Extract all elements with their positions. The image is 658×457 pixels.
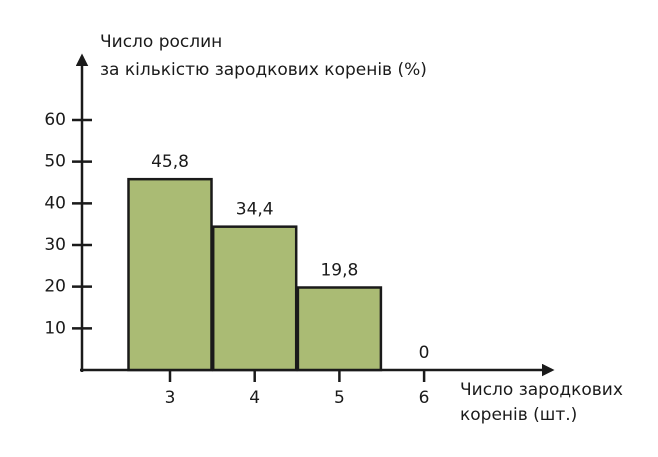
bar bbox=[127, 177, 213, 372]
x-tick-label: 5 bbox=[334, 388, 345, 408]
value-label: 34,4 bbox=[236, 200, 274, 220]
y-tick-label: 60 bbox=[44, 110, 66, 130]
y-axis-title: за кількістю зародкових коренів (%) bbox=[100, 60, 427, 80]
value-label: 19,8 bbox=[320, 261, 358, 281]
y-tick-label: 10 bbox=[44, 318, 66, 338]
y-axis-title: Число рослин bbox=[100, 32, 222, 52]
y-tick-label: 30 bbox=[44, 235, 66, 255]
bar bbox=[211, 225, 298, 372]
value-label: 45,8 bbox=[151, 152, 189, 172]
value-label: 0 bbox=[419, 343, 430, 363]
y-tick-label: 20 bbox=[44, 277, 66, 297]
x-tick-label: 4 bbox=[249, 388, 260, 408]
x-tick-label: 6 bbox=[419, 388, 430, 408]
bar bbox=[296, 286, 383, 372]
y-tick-label: 40 bbox=[44, 193, 66, 213]
x-axis-title: коренів (шт.) bbox=[460, 405, 577, 425]
x-axis-title: Число зародкових bbox=[460, 380, 623, 400]
y-tick-label: 50 bbox=[44, 152, 66, 172]
x-tick-label: 3 bbox=[165, 388, 176, 408]
